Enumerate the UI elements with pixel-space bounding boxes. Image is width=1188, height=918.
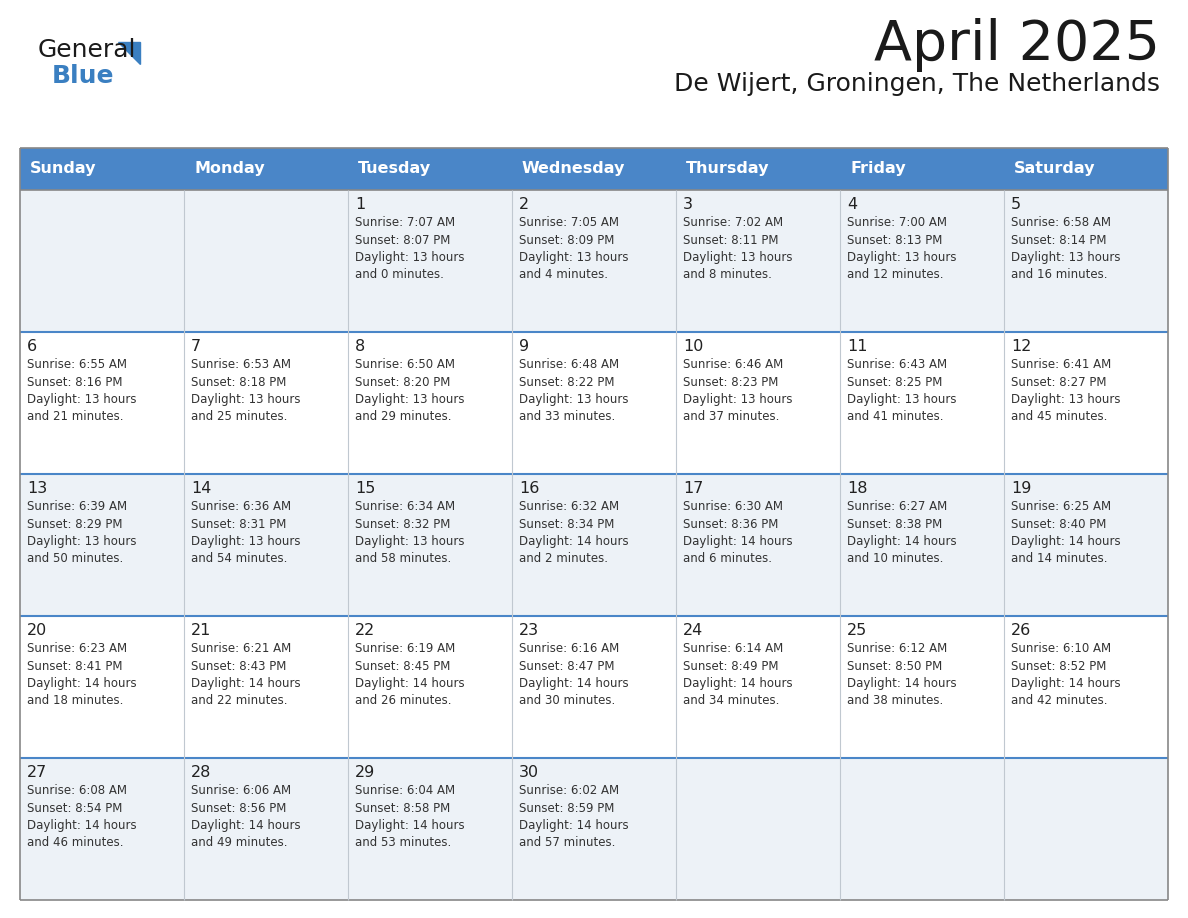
Text: Sunrise: 6:19 AM
Sunset: 8:45 PM
Daylight: 14 hours
and 26 minutes.: Sunrise: 6:19 AM Sunset: 8:45 PM Dayligh… — [355, 642, 465, 708]
Text: Sunrise: 6:12 AM
Sunset: 8:50 PM
Daylight: 14 hours
and 38 minutes.: Sunrise: 6:12 AM Sunset: 8:50 PM Dayligh… — [847, 642, 956, 708]
Text: 2: 2 — [519, 197, 529, 212]
Text: Sunrise: 6:16 AM
Sunset: 8:47 PM
Daylight: 14 hours
and 30 minutes.: Sunrise: 6:16 AM Sunset: 8:47 PM Dayligh… — [519, 642, 628, 708]
Text: Sunrise: 7:05 AM
Sunset: 8:09 PM
Daylight: 13 hours
and 4 minutes.: Sunrise: 7:05 AM Sunset: 8:09 PM Dayligh… — [519, 216, 628, 282]
Text: 11: 11 — [847, 339, 867, 354]
Text: 25: 25 — [847, 623, 867, 638]
Text: 30: 30 — [519, 765, 539, 780]
Text: Sunrise: 6:14 AM
Sunset: 8:49 PM
Daylight: 14 hours
and 34 minutes.: Sunrise: 6:14 AM Sunset: 8:49 PM Dayligh… — [683, 642, 792, 708]
Text: 16: 16 — [519, 481, 539, 496]
Text: 8: 8 — [355, 339, 365, 354]
Bar — [20, 332, 1168, 474]
Text: 10: 10 — [683, 339, 703, 354]
Text: 5: 5 — [1011, 197, 1022, 212]
Text: Sunrise: 6:04 AM
Sunset: 8:58 PM
Daylight: 14 hours
and 53 minutes.: Sunrise: 6:04 AM Sunset: 8:58 PM Dayligh… — [355, 784, 465, 849]
Text: Blue: Blue — [52, 64, 114, 88]
Text: 15: 15 — [355, 481, 375, 496]
Text: Sunrise: 6:34 AM
Sunset: 8:32 PM
Daylight: 13 hours
and 58 minutes.: Sunrise: 6:34 AM Sunset: 8:32 PM Dayligh… — [355, 500, 465, 565]
Text: Sunrise: 6:41 AM
Sunset: 8:27 PM
Daylight: 13 hours
and 45 minutes.: Sunrise: 6:41 AM Sunset: 8:27 PM Dayligh… — [1011, 358, 1120, 423]
Text: Saturday: Saturday — [1015, 162, 1095, 176]
Text: Sunrise: 6:48 AM
Sunset: 8:22 PM
Daylight: 13 hours
and 33 minutes.: Sunrise: 6:48 AM Sunset: 8:22 PM Dayligh… — [519, 358, 628, 423]
Text: Sunrise: 6:27 AM
Sunset: 8:38 PM
Daylight: 14 hours
and 10 minutes.: Sunrise: 6:27 AM Sunset: 8:38 PM Dayligh… — [847, 500, 956, 565]
Text: General: General — [38, 38, 137, 62]
Text: Tuesday: Tuesday — [358, 162, 431, 176]
Text: Sunrise: 6:58 AM
Sunset: 8:14 PM
Daylight: 13 hours
and 16 minutes.: Sunrise: 6:58 AM Sunset: 8:14 PM Dayligh… — [1011, 216, 1120, 282]
Text: De Wijert, Groningen, The Netherlands: De Wijert, Groningen, The Netherlands — [674, 72, 1159, 96]
Bar — [20, 148, 1168, 190]
Text: Sunrise: 6:53 AM
Sunset: 8:18 PM
Daylight: 13 hours
and 25 minutes.: Sunrise: 6:53 AM Sunset: 8:18 PM Dayligh… — [191, 358, 301, 423]
Text: 28: 28 — [191, 765, 211, 780]
Text: 12: 12 — [1011, 339, 1031, 354]
Text: 18: 18 — [847, 481, 867, 496]
Text: Friday: Friday — [849, 162, 905, 176]
Text: Sunrise: 6:36 AM
Sunset: 8:31 PM
Daylight: 13 hours
and 54 minutes.: Sunrise: 6:36 AM Sunset: 8:31 PM Dayligh… — [191, 500, 301, 565]
Text: April 2025: April 2025 — [874, 18, 1159, 72]
Text: Sunrise: 6:50 AM
Sunset: 8:20 PM
Daylight: 13 hours
and 29 minutes.: Sunrise: 6:50 AM Sunset: 8:20 PM Dayligh… — [355, 358, 465, 423]
Text: Monday: Monday — [194, 162, 265, 176]
Text: 6: 6 — [27, 339, 37, 354]
Text: Sunrise: 6:25 AM
Sunset: 8:40 PM
Daylight: 14 hours
and 14 minutes.: Sunrise: 6:25 AM Sunset: 8:40 PM Dayligh… — [1011, 500, 1120, 565]
Text: 1: 1 — [355, 197, 365, 212]
Text: Sunrise: 6:10 AM
Sunset: 8:52 PM
Daylight: 14 hours
and 42 minutes.: Sunrise: 6:10 AM Sunset: 8:52 PM Dayligh… — [1011, 642, 1120, 708]
Text: Sunrise: 7:02 AM
Sunset: 8:11 PM
Daylight: 13 hours
and 8 minutes.: Sunrise: 7:02 AM Sunset: 8:11 PM Dayligh… — [683, 216, 792, 282]
Text: 22: 22 — [355, 623, 375, 638]
Text: 29: 29 — [355, 765, 375, 780]
Text: Sunrise: 6:39 AM
Sunset: 8:29 PM
Daylight: 13 hours
and 50 minutes.: Sunrise: 6:39 AM Sunset: 8:29 PM Dayligh… — [27, 500, 137, 565]
Text: 23: 23 — [519, 623, 539, 638]
Text: Sunrise: 6:43 AM
Sunset: 8:25 PM
Daylight: 13 hours
and 41 minutes.: Sunrise: 6:43 AM Sunset: 8:25 PM Dayligh… — [847, 358, 956, 423]
Text: Sunrise: 6:08 AM
Sunset: 8:54 PM
Daylight: 14 hours
and 46 minutes.: Sunrise: 6:08 AM Sunset: 8:54 PM Dayligh… — [27, 784, 137, 849]
Text: Sunrise: 7:00 AM
Sunset: 8:13 PM
Daylight: 13 hours
and 12 minutes.: Sunrise: 7:00 AM Sunset: 8:13 PM Dayligh… — [847, 216, 956, 282]
Text: 14: 14 — [191, 481, 211, 496]
Text: 4: 4 — [847, 197, 857, 212]
Text: Sunrise: 6:32 AM
Sunset: 8:34 PM
Daylight: 14 hours
and 2 minutes.: Sunrise: 6:32 AM Sunset: 8:34 PM Dayligh… — [519, 500, 628, 565]
Text: Sunrise: 6:02 AM
Sunset: 8:59 PM
Daylight: 14 hours
and 57 minutes.: Sunrise: 6:02 AM Sunset: 8:59 PM Dayligh… — [519, 784, 628, 849]
Bar — [20, 190, 1168, 332]
Text: 24: 24 — [683, 623, 703, 638]
Text: Wednesday: Wednesday — [522, 162, 625, 176]
Text: Sunrise: 6:55 AM
Sunset: 8:16 PM
Daylight: 13 hours
and 21 minutes.: Sunrise: 6:55 AM Sunset: 8:16 PM Dayligh… — [27, 358, 137, 423]
Text: Sunrise: 7:07 AM
Sunset: 8:07 PM
Daylight: 13 hours
and 0 minutes.: Sunrise: 7:07 AM Sunset: 8:07 PM Dayligh… — [355, 216, 465, 282]
Text: 17: 17 — [683, 481, 703, 496]
Text: 19: 19 — [1011, 481, 1031, 496]
Text: Sunrise: 6:21 AM
Sunset: 8:43 PM
Daylight: 14 hours
and 22 minutes.: Sunrise: 6:21 AM Sunset: 8:43 PM Dayligh… — [191, 642, 301, 708]
Text: 21: 21 — [191, 623, 211, 638]
Text: 3: 3 — [683, 197, 693, 212]
Text: Sunrise: 6:06 AM
Sunset: 8:56 PM
Daylight: 14 hours
and 49 minutes.: Sunrise: 6:06 AM Sunset: 8:56 PM Dayligh… — [191, 784, 301, 849]
Text: 20: 20 — [27, 623, 48, 638]
Polygon shape — [118, 42, 140, 64]
Bar — [20, 758, 1168, 900]
Text: Sunrise: 6:46 AM
Sunset: 8:23 PM
Daylight: 13 hours
and 37 minutes.: Sunrise: 6:46 AM Sunset: 8:23 PM Dayligh… — [683, 358, 792, 423]
Bar — [20, 474, 1168, 616]
Text: 27: 27 — [27, 765, 48, 780]
Text: 26: 26 — [1011, 623, 1031, 638]
Text: Sunrise: 6:30 AM
Sunset: 8:36 PM
Daylight: 14 hours
and 6 minutes.: Sunrise: 6:30 AM Sunset: 8:36 PM Dayligh… — [683, 500, 792, 565]
Text: 13: 13 — [27, 481, 48, 496]
Text: Sunrise: 6:23 AM
Sunset: 8:41 PM
Daylight: 14 hours
and 18 minutes.: Sunrise: 6:23 AM Sunset: 8:41 PM Dayligh… — [27, 642, 137, 708]
Text: Sunday: Sunday — [30, 162, 96, 176]
Text: 9: 9 — [519, 339, 529, 354]
Bar — [20, 616, 1168, 758]
Text: 7: 7 — [191, 339, 201, 354]
Text: Thursday: Thursday — [685, 162, 770, 176]
